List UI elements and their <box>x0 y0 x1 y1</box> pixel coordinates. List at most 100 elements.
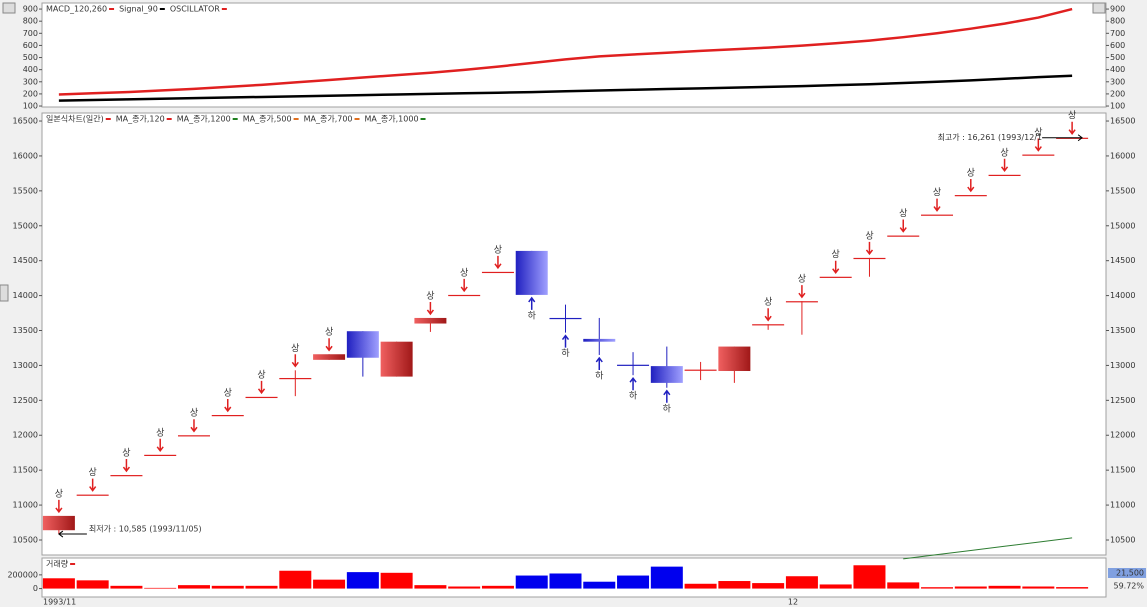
signal-arrow <box>89 478 97 492</box>
volume-bar <box>42 578 75 589</box>
candle-body <box>448 294 481 297</box>
y-tick-label: 16500 <box>1110 117 1135 126</box>
signal-arrow <box>561 334 570 348</box>
signal-label: 상 <box>156 427 164 438</box>
volume-bar <box>414 585 447 589</box>
volume-bar <box>144 587 177 589</box>
value-label: 21,500 <box>1116 569 1144 578</box>
signal-label: 상 <box>1034 127 1042 138</box>
panel-toggle[interactable] <box>0 284 9 302</box>
volume-bar <box>211 585 244 589</box>
signal-arrow <box>798 285 806 299</box>
candle-body <box>988 174 1021 176</box>
volume-bar <box>76 580 109 589</box>
volume-bar <box>819 584 852 589</box>
legend-label: MA_종가,500 <box>243 115 292 124</box>
signal-arrow <box>460 278 468 293</box>
candle-body <box>583 338 616 342</box>
signal-arrow <box>156 438 164 453</box>
candle-body <box>1056 137 1089 139</box>
y-tick-label: 900 <box>1110 5 1125 14</box>
signal-label: 상 <box>89 467 97 478</box>
signal-label: 상 <box>865 230 873 241</box>
volume-bar <box>1022 586 1055 589</box>
legend-label: 거래량 <box>46 559 69 569</box>
y-tick-label: 15000 <box>1110 221 1135 230</box>
candle-body <box>684 369 717 371</box>
volume-bar <box>177 585 210 589</box>
candle-body <box>617 364 650 366</box>
candle-body <box>785 301 818 303</box>
y-tick-label: 16500 <box>13 117 38 126</box>
candle-body <box>1022 154 1055 156</box>
y-tick-label: 100 <box>23 102 38 111</box>
y-tick-label: 13500 <box>13 326 38 335</box>
legend-label: MA_종가,1000 <box>365 115 419 124</box>
signal-label: 하 <box>561 348 570 359</box>
candle-body <box>954 195 987 197</box>
value-badge <box>1108 568 1146 578</box>
legend-label: MA_종가,1200 <box>177 115 231 124</box>
candle-body <box>346 331 379 358</box>
y-tick-label: 11500 <box>1110 466 1135 475</box>
signal-label: 상 <box>798 274 806 285</box>
signal-label: 상 <box>933 187 941 198</box>
signal-arrow <box>325 338 333 352</box>
y-tick-label: 15500 <box>1110 186 1135 195</box>
candle-body <box>211 414 244 417</box>
candle-body <box>245 396 278 399</box>
signal-label: 상 <box>325 327 333 338</box>
volume-bar <box>279 570 312 589</box>
signal-label: 상 <box>832 249 840 260</box>
candle-body <box>549 317 582 320</box>
signal-label: 상 <box>1068 110 1076 121</box>
y-tick-label: 11000 <box>13 501 38 510</box>
candle-body <box>819 276 852 278</box>
y-tick-label: 600 <box>23 41 38 50</box>
scroll-button[interactable] <box>1092 2 1106 14</box>
signal-label: 상 <box>257 369 265 380</box>
volume-bar <box>954 586 987 589</box>
volume-bar <box>617 575 650 589</box>
y-tick-label: 15500 <box>13 186 38 195</box>
candle-body <box>921 214 954 216</box>
y-tick-label: 12500 <box>1110 396 1135 405</box>
scroll-button[interactable] <box>2 2 16 14</box>
signal-label: 상 <box>122 448 130 459</box>
y-tick-label: 300 <box>1110 77 1125 86</box>
x-tick-label: 1993/11 <box>43 598 76 607</box>
y-tick-label: 10500 <box>1110 535 1135 544</box>
y-tick-label: 10500 <box>13 535 38 544</box>
signal-arrow <box>291 354 299 368</box>
y-tick-label: 14500 <box>1110 256 1135 265</box>
y-tick-label: 14500 <box>13 256 38 265</box>
signal-label: 하 <box>663 403 672 414</box>
volume-bar <box>718 581 751 589</box>
ratio-label: 59.72% <box>1113 582 1144 591</box>
high-arrow <box>1042 134 1083 142</box>
signal-label: 상 <box>55 488 63 499</box>
signal-arrow <box>257 380 266 395</box>
candle-body <box>110 475 143 477</box>
signal-arrow <box>865 241 874 256</box>
volume-bar <box>346 572 379 589</box>
macd-panel <box>41 2 1107 108</box>
volume-bar <box>785 576 818 589</box>
candle-body <box>887 235 920 237</box>
candle-body <box>481 271 514 274</box>
price-panel <box>41 112 1107 556</box>
volume-bar <box>549 573 582 589</box>
y-tick-label: 500 <box>23 53 38 62</box>
volume-bar <box>245 585 278 589</box>
y-tick-label: 14000 <box>13 291 38 300</box>
y-tick-label: 100 <box>1110 102 1125 111</box>
signal-arrow <box>629 376 637 391</box>
candle-body <box>42 515 75 531</box>
signal-arrow <box>764 308 772 322</box>
signal-label: 상 <box>494 244 502 255</box>
y-tick-label: 400 <box>1110 65 1125 74</box>
candle-body <box>718 346 751 372</box>
volume-bar <box>448 586 481 589</box>
signal-arrow <box>595 356 603 370</box>
y-tick-label: 600 <box>1110 41 1125 50</box>
